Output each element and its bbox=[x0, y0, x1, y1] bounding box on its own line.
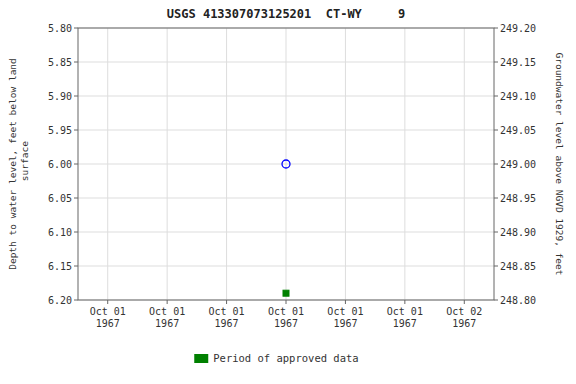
tick-label: 5.90 bbox=[48, 91, 72, 102]
tick-label: Oct 011967 bbox=[327, 306, 363, 329]
tick bbox=[494, 300, 498, 301]
tick-label-line: Oct 01 bbox=[327, 306, 363, 317]
tick bbox=[226, 300, 227, 304]
tick-label: 249.15 bbox=[500, 57, 536, 68]
chart: 5.80 5.85 5.90 5.95 6.00 6.05 6.10 6.15 6.20 249.… bbox=[0, 0, 576, 384]
tick-label: 6.00 bbox=[48, 159, 72, 170]
axis-label-line: surface bbox=[19, 141, 30, 187]
tick bbox=[494, 96, 498, 97]
grid-line bbox=[107, 28, 108, 300]
tick-label: 248.95 bbox=[500, 193, 536, 204]
tick-label-line: Oct 02 bbox=[446, 306, 482, 317]
axis-label: Groundwater level above NGVD 1929, feet bbox=[554, 52, 565, 275]
tick-label: 5.85 bbox=[48, 57, 72, 68]
grid bbox=[78, 28, 494, 300]
grid-line bbox=[286, 28, 287, 300]
tick-label: 249.20 bbox=[500, 23, 536, 34]
tick-label-line: 1967 bbox=[96, 318, 120, 329]
tick-label: 249.00 bbox=[500, 159, 536, 170]
tick-label: 248.80 bbox=[500, 295, 536, 306]
tick bbox=[167, 300, 168, 304]
tick-label: Oct 021967 bbox=[446, 306, 482, 329]
grid-line bbox=[404, 28, 405, 300]
tick bbox=[345, 300, 346, 304]
tick bbox=[74, 96, 78, 97]
tick-label: Oct 011967 bbox=[149, 306, 185, 329]
tick bbox=[74, 198, 78, 199]
tick bbox=[494, 62, 498, 63]
tick-label: 5.95 bbox=[48, 125, 72, 136]
tick-label-line: 1967 bbox=[274, 318, 298, 329]
tick bbox=[494, 266, 498, 267]
legend: Period of approved data bbox=[194, 352, 358, 364]
tick bbox=[74, 232, 78, 233]
tick-label: 6.15 bbox=[48, 261, 72, 272]
tick bbox=[107, 300, 108, 304]
tick bbox=[74, 266, 78, 267]
tick-label-line: 1967 bbox=[393, 318, 417, 329]
tick-label: Oct 011967 bbox=[387, 306, 423, 329]
marks bbox=[282, 160, 290, 296]
point bbox=[283, 290, 289, 296]
axis-label-line: Depth to water level, feet below land bbox=[7, 58, 18, 270]
tick bbox=[494, 164, 498, 165]
tick bbox=[464, 300, 465, 304]
tick-label-line: 1967 bbox=[452, 318, 476, 329]
tick bbox=[74, 300, 78, 301]
tick bbox=[494, 198, 498, 199]
tick bbox=[494, 28, 498, 29]
background bbox=[0, 0, 576, 384]
legend-label: Period of approved data bbox=[213, 352, 358, 364]
tick bbox=[74, 164, 78, 165]
tick-label: 6.10 bbox=[48, 227, 72, 238]
tick-label: 5.80 bbox=[48, 23, 72, 34]
tick-label: 248.85 bbox=[500, 261, 536, 272]
plot-frame bbox=[78, 28, 494, 300]
tick bbox=[404, 300, 405, 304]
axes: 5.80 5.85 5.90 5.95 6.00 6.05 6.10 6.15 6.20 249.… bbox=[48, 23, 536, 330]
tick-label: 248.90 bbox=[500, 227, 536, 238]
tick bbox=[494, 130, 498, 131]
title: USGS 413307073125201 CT-WY 9 bbox=[167, 7, 405, 21]
legend-swatch bbox=[194, 354, 208, 363]
tick-label: Oct 011967 bbox=[209, 306, 245, 329]
tick-label-line: Oct 01 bbox=[90, 306, 126, 317]
tick-label: Oct 011967 bbox=[268, 306, 304, 329]
tick bbox=[494, 232, 498, 233]
tick-label: 249.10 bbox=[500, 91, 536, 102]
tick-label-line: Oct 01 bbox=[268, 306, 304, 317]
tick-label: Oct 011967 bbox=[90, 306, 126, 329]
tick-label-line: 1967 bbox=[155, 318, 179, 329]
tick-label-line: 1967 bbox=[215, 318, 239, 329]
tick-label: 6.05 bbox=[48, 193, 72, 204]
axis-label: Depth to water level, feet below land su… bbox=[7, 58, 30, 270]
tick bbox=[74, 130, 78, 131]
grid-line bbox=[464, 28, 465, 300]
tick-label-line: 1967 bbox=[333, 318, 357, 329]
tick-label: 249.05 bbox=[500, 125, 536, 136]
grid-line bbox=[345, 28, 346, 300]
grid-line bbox=[226, 28, 227, 300]
grid-line bbox=[167, 28, 168, 300]
tick bbox=[286, 300, 287, 304]
tick-label-line: Oct 01 bbox=[387, 306, 423, 317]
tick bbox=[74, 62, 78, 63]
point bbox=[282, 160, 290, 168]
tick-label: 6.20 bbox=[48, 295, 72, 306]
tick-label-line: Oct 01 bbox=[149, 306, 185, 317]
tick-label-line: Oct 01 bbox=[209, 306, 245, 317]
tick bbox=[74, 28, 78, 29]
